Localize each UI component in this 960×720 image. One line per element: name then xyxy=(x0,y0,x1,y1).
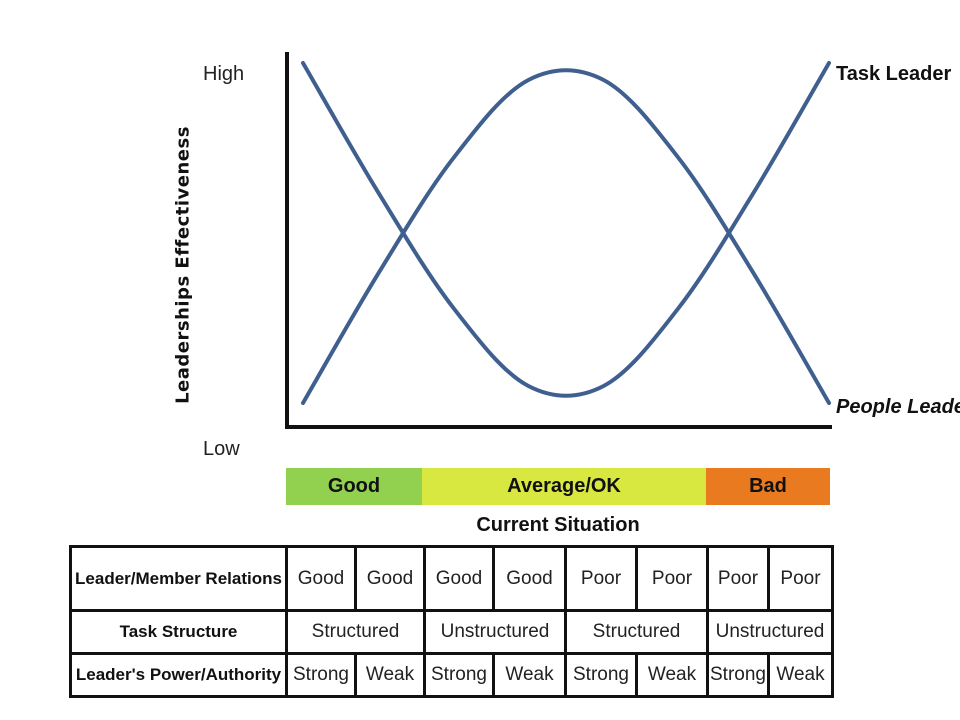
power-cell-7: Strong xyxy=(706,652,770,698)
table-row-task-structure: Task Structure Structured Unstructured S… xyxy=(69,609,834,655)
series-label-task-leader: Task Leader xyxy=(836,63,952,85)
structure-cell-1: Structured xyxy=(285,609,426,655)
structure-cell-2: Unstructured xyxy=(423,609,567,655)
power-cell-4: Weak xyxy=(492,652,567,698)
y-tick-high: High xyxy=(203,63,245,85)
table-row-power: Leader's Power/Authority Strong Weak Str… xyxy=(69,652,834,698)
series-line-task-leader xyxy=(301,61,831,398)
relations-cell-4: Good xyxy=(492,545,567,612)
structure-cell-4: Unstructured xyxy=(706,609,834,655)
situation-band-average: Average/OK xyxy=(422,468,706,505)
situation-band-bad: Bad xyxy=(706,468,830,505)
relations-cell-1: Good xyxy=(285,545,357,612)
power-cell-5: Strong xyxy=(564,652,638,698)
power-cell-1: Strong xyxy=(285,652,357,698)
relations-cell-5: Poor xyxy=(564,545,638,612)
series-label-people-leader: People Leader xyxy=(836,396,960,418)
situation-caption: Current Situation xyxy=(476,514,640,536)
table-row-relations: Leader/Member Relations Good Good Good G… xyxy=(69,545,834,612)
y-axis-title: Leaderships Effectiveness xyxy=(172,126,194,404)
row-header-task-structure: Task Structure xyxy=(69,609,288,655)
relations-cell-2: Good xyxy=(354,545,426,612)
row-header-power: Leader's Power/Authority xyxy=(69,652,288,698)
structure-cell-3: Structured xyxy=(564,609,709,655)
row-header-relations: Leader/Member Relations xyxy=(69,545,288,612)
relations-cell-6: Poor xyxy=(635,545,709,612)
situation-bar: Good Average/OK Bad xyxy=(286,468,830,505)
relations-cell-3: Good xyxy=(423,545,495,612)
series-lines xyxy=(301,61,831,405)
y-tick-low: Low xyxy=(203,438,240,460)
series-line-people-leader xyxy=(301,68,831,405)
relations-cell-8: Poor xyxy=(767,545,834,612)
situation-band-good: Good xyxy=(286,468,422,505)
situation-table: Leader/Member Relations Good Good Good G… xyxy=(69,545,834,698)
power-cell-2: Weak xyxy=(354,652,426,698)
power-cell-3: Strong xyxy=(423,652,495,698)
relations-cell-7: Poor xyxy=(706,545,770,612)
power-cell-6: Weak xyxy=(635,652,709,698)
power-cell-8: Weak xyxy=(767,652,834,698)
